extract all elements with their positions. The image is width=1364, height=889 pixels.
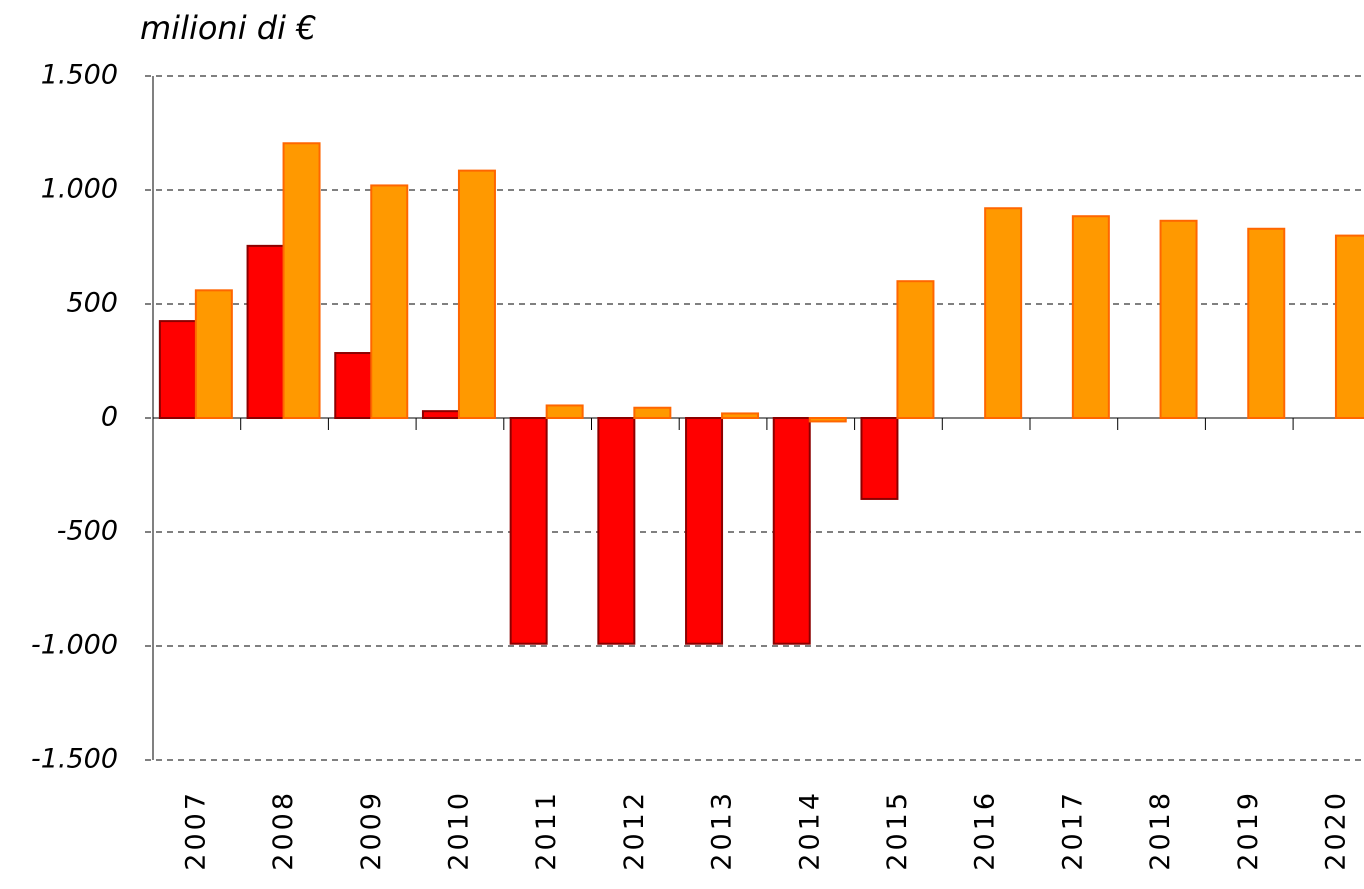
bar (721, 412, 760, 420)
bar (633, 406, 672, 419)
x-tick-label: 2007 (180, 790, 211, 871)
bar (1334, 234, 1364, 419)
bar (1071, 215, 1110, 419)
x-tick-label: 2008 (268, 790, 299, 871)
y-tick-label: -1.500 (31, 744, 118, 775)
bar (685, 417, 724, 645)
x-tick-label: 2019 (1233, 790, 1264, 871)
bar (896, 280, 935, 420)
bar (158, 320, 197, 420)
y-tick-label: 500 (66, 288, 118, 319)
x-tick-label: 2017 (1057, 790, 1088, 871)
bar (334, 352, 373, 419)
x-tick-label: 2020 (1320, 790, 1351, 871)
bar (509, 417, 548, 645)
y-tick-label: 1.500 (41, 60, 118, 91)
bar (1159, 219, 1198, 419)
y-tick-label: 1.000 (41, 174, 118, 205)
x-tick-label: 2012 (619, 790, 650, 871)
bar (246, 244, 285, 419)
bar (860, 417, 899, 500)
bar (597, 417, 636, 645)
x-tick-label: 2018 (1145, 790, 1176, 871)
bar (370, 184, 409, 419)
x-tick-label: 2014 (794, 790, 825, 871)
bar (545, 404, 584, 419)
bar (282, 142, 321, 419)
x-tick-label: 2013 (707, 790, 738, 871)
bar (194, 289, 233, 420)
y-tick-label: -500 (57, 516, 118, 547)
x-tick-label: 2011 (531, 790, 562, 871)
bar (984, 207, 1023, 419)
y-tick-label: 0 (101, 402, 118, 433)
chart-title: milioni di € (140, 9, 317, 47)
x-tick-label: 2009 (356, 790, 387, 871)
bar (1247, 227, 1286, 419)
bar (808, 417, 847, 423)
x-tick-label: 2016 (970, 790, 1001, 871)
x-tick-label: 2010 (443, 790, 474, 871)
bar (457, 169, 496, 419)
x-tick-label: 2015 (882, 790, 913, 871)
bar (772, 417, 811, 645)
y-tick-label: -1.000 (31, 630, 118, 661)
bar (421, 410, 460, 420)
